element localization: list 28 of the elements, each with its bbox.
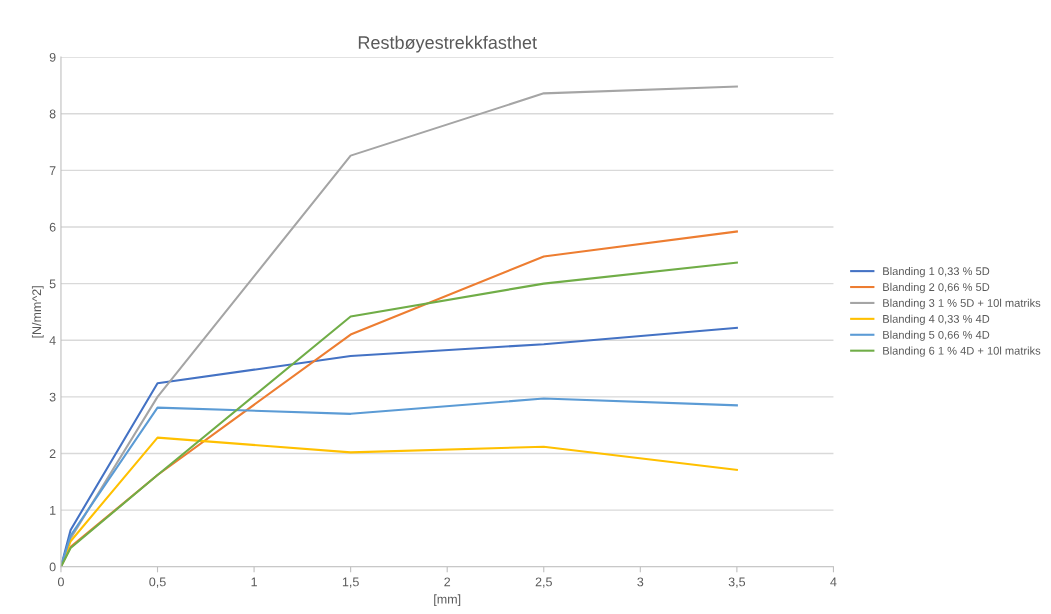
x-tick-label: 4 <box>830 577 837 587</box>
y-tick-label: 9 <box>49 52 56 62</box>
y-tick-label: 6 <box>49 222 56 232</box>
x-tick-label: 1,5 <box>342 577 359 588</box>
x-tick-label: 3 <box>637 577 644 587</box>
y-tick-label: 7 <box>49 166 56 175</box>
legend-label: Blanding 6 1 % 4D + 10l matriks <box>883 346 1041 357</box>
chart-title: Restbøyestrekkfasthet <box>358 35 537 53</box>
legend-label: Blanding 4 0,33 % 4D <box>883 314 990 326</box>
y-tick-label: 0 <box>49 562 56 572</box>
y-tick-label: 2 <box>49 449 56 458</box>
x-tick-label: 3,5 <box>728 577 746 588</box>
y-axis-title: [N/mm^2] <box>31 286 44 338</box>
y-tick-label: 3 <box>49 392 56 402</box>
legend-label: Blanding 1 0,33 % 5D <box>883 266 990 278</box>
legend-label: Blanding 2 0,66 % 5D <box>883 282 990 294</box>
y-tick-label: 1 <box>50 506 56 515</box>
x-tick-label: 2 <box>444 577 451 587</box>
x-tick-label: 0,5 <box>149 577 166 588</box>
y-tick-label: 8 <box>49 109 56 119</box>
x-tick-label: 2,5 <box>535 577 552 588</box>
x-tick-label: 0 <box>57 577 64 587</box>
y-tick-label: 5 <box>49 279 56 289</box>
x-tick-label: 1 <box>251 577 257 587</box>
legend-label: Blanding 3 1 % 5D + 10l matriks <box>883 298 1041 310</box>
x-axis-title: [mm] <box>434 594 461 606</box>
legend-label: Blanding 5 0,66 % 4D <box>883 330 990 341</box>
y-tick-label: 4 <box>49 336 56 345</box>
